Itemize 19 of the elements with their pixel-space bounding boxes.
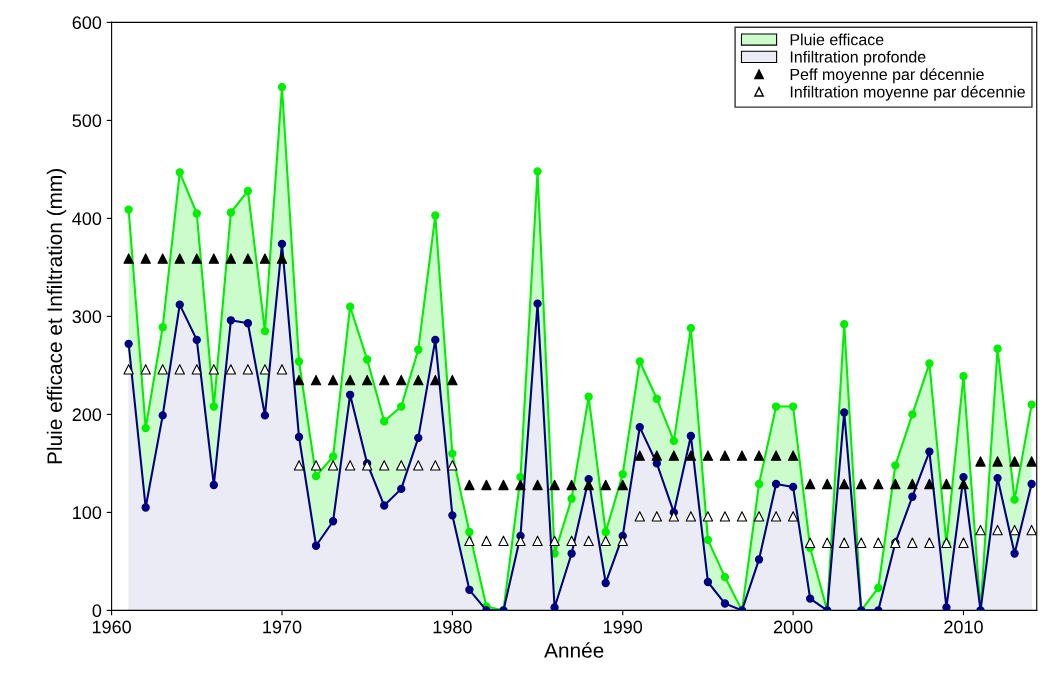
x-tick-label: 2000	[773, 620, 813, 634]
x-tick-label: 2010	[944, 620, 983, 634]
legend-label: Peff moyenne par décennie	[790, 68, 984, 84]
legend-label: Infiltration moyenne par décennie	[790, 85, 1025, 101]
x-axis-title: Année	[544, 642, 604, 658]
y-tick-label: 300	[72, 310, 102, 324]
y-axis-title: Pluie efficace et Infiltration (mm)	[46, 169, 67, 464]
x-tick-label: 1990	[604, 620, 643, 634]
y-tick-label: 100	[73, 506, 102, 520]
y-tick-label: 0	[92, 604, 102, 618]
x-tick-label: 1980	[433, 620, 472, 634]
x-tick-label: 1970	[263, 620, 302, 634]
y-tick-label: 400	[72, 212, 102, 226]
x-tick-label: 1960	[92, 620, 131, 634]
y-tick-label: 600	[72, 16, 102, 30]
legend-label: Infiltration profonde	[790, 50, 926, 66]
legend-label: Pluie efficace	[790, 33, 884, 46]
y-tick-label: 200	[72, 408, 102, 422]
y-tick-label: 500	[72, 114, 102, 128]
